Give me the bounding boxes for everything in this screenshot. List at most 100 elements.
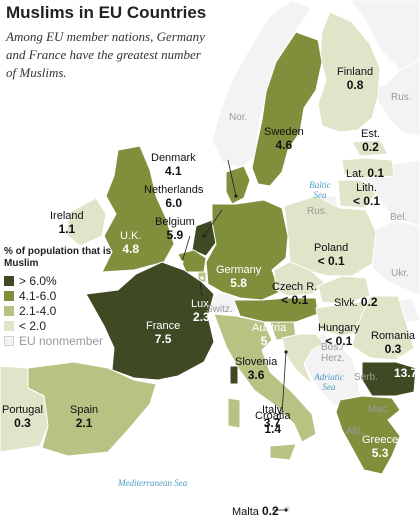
hungary-value: < 0.1 [325,334,353,348]
slovakia-name: Slvk. [334,297,358,309]
spain-name: Spain [70,404,99,416]
ireland-name: Ireland [50,210,84,222]
nonmember-label: Bel. [390,212,408,223]
nonmember-label: Switz. [206,304,233,315]
netherlands-dot [202,234,206,238]
label-latvia: Lat. 0.1 [346,166,384,180]
slovenia-name: Slovenia [235,356,278,368]
greece-shape [335,395,401,475]
legend-swatch [4,335,14,346]
legend-label: 2.1-4.0 [19,303,57,318]
netherlands-leader [203,209,223,237]
latvia-value: 0.1 [367,166,385,180]
nonmember-label: Rus. [307,206,328,217]
poland-name: Poland [314,242,349,254]
italy-value: 3.7 [263,416,281,430]
map-title: Muslims in EU Countries [6,3,207,22]
legend-item: 2.1-4.0 [4,303,124,318]
map-subtitle: Among EU member nations, Germany and Fra… [6,29,205,80]
poland-shape [283,195,377,277]
label-estonia: Est. 0.2 [361,128,380,154]
italy-shape [213,313,317,443]
finland-value: 0.8 [346,78,364,92]
uk-value: 4.8 [122,242,140,256]
label-slovenia: Slovenia 3.6 [235,356,277,382]
label-czech: Czech R. < 0.1 [272,281,317,307]
croatia-name: Croatia [255,410,291,422]
romania-name: Romania [371,330,416,342]
label-ireland: Ireland 1.1 [50,210,84,236]
germany-shape [205,199,289,301]
nonmember-label: Serb. [354,372,378,383]
label-poland: Poland < 0.1 [314,242,348,268]
label-luxembourg: Lux. 2.3 [191,298,212,324]
label-hungary: Hungary < 0.1 [318,322,360,348]
croatia-leader [281,351,287,415]
latvia-shape [341,157,395,179]
legend: % of population that is Muslim > 6.0% 4.… [4,246,124,348]
sea-label-adriatic: Adriatic Sea [314,372,344,392]
malta-dot [284,508,288,512]
ireland-shape [65,197,107,247]
greece-value: 5.3 [371,446,389,460]
nonmember-label: Rus. [391,92,412,103]
france-name: France [146,320,181,332]
label-lithuania: Lith. < 0.1 [353,182,380,208]
denmark-leader [227,159,237,197]
netherlands-name: Netherlands [144,184,204,196]
legend-item: 4.1-6.0 [4,288,124,303]
austria-value: 5.4 [260,334,278,348]
legend-item: > 6.0% [4,273,124,288]
romania-shape [351,295,415,361]
italy-name: Italy [262,404,283,416]
portugal-shape [0,365,49,453]
label-greece: Greece 5.3 [362,434,398,460]
luxembourg-dot [200,276,204,280]
legend-swatch [4,290,14,301]
legend-swatch [4,320,14,331]
france-shape [85,261,215,381]
legend-label: EU nonmember [19,333,104,348]
label-slovakia: Slvk. 0.2 [334,295,378,309]
bulgaria-name: Bul. [396,354,416,366]
finland-name: Finland [337,66,374,78]
nonmember-label: Bos./ Herz. [321,342,345,364]
portugal-name: Portugal [2,404,43,416]
bulgaria-shape [361,361,417,397]
estonia-shape [351,139,389,157]
slovenia-value: 3.6 [247,368,265,382]
malta-value: 0.2 [261,504,279,518]
legend-item: EU nonmember [4,333,124,348]
label-spain: Spain 2.1 [70,404,98,430]
france-value: 7.5 [154,332,172,346]
belgium-dot [180,260,184,264]
legend-swatch [4,305,14,316]
label-austria: Austria 5.4 [252,322,286,348]
slovakia-value: 0.2 [360,295,378,309]
uk-name: U.K. [120,230,142,242]
luxembourg-leader [199,281,203,297]
sea-label-mediterranean: Mediterranean Sea [118,478,188,488]
label-finland: Finland 0.8 [337,66,373,92]
legend-label: < 2.0 [19,318,47,333]
estonia-name: Est. [361,128,380,140]
sweden-value: 4.6 [275,138,293,152]
czech-value: < 0.1 [281,293,309,307]
nonmember-label: Nor. [229,112,248,123]
label-uk: U.K. 4.8 [120,230,141,256]
label-romania: Romania 0.3 [371,330,415,356]
luxembourg-value: 2.3 [193,310,210,324]
germany-value: 5.8 [230,276,247,290]
malta-name: Malta [232,506,259,518]
label-sweden: Sweden 4.6 [264,126,304,152]
label-denmark: Denmark 4.1 [151,152,196,178]
czech-name: Czech R. [272,281,318,293]
legend-swatch [4,275,14,286]
austria-name: Austria [252,322,287,334]
luxembourg-name: Lux. [191,298,212,310]
latvia-name: Lat. [346,168,365,180]
ukraine-shape [371,219,420,297]
label-portugal: Portugal 0.3 [2,404,43,430]
legend-label: > 6.0% [19,273,57,288]
uk-shape [101,145,175,273]
